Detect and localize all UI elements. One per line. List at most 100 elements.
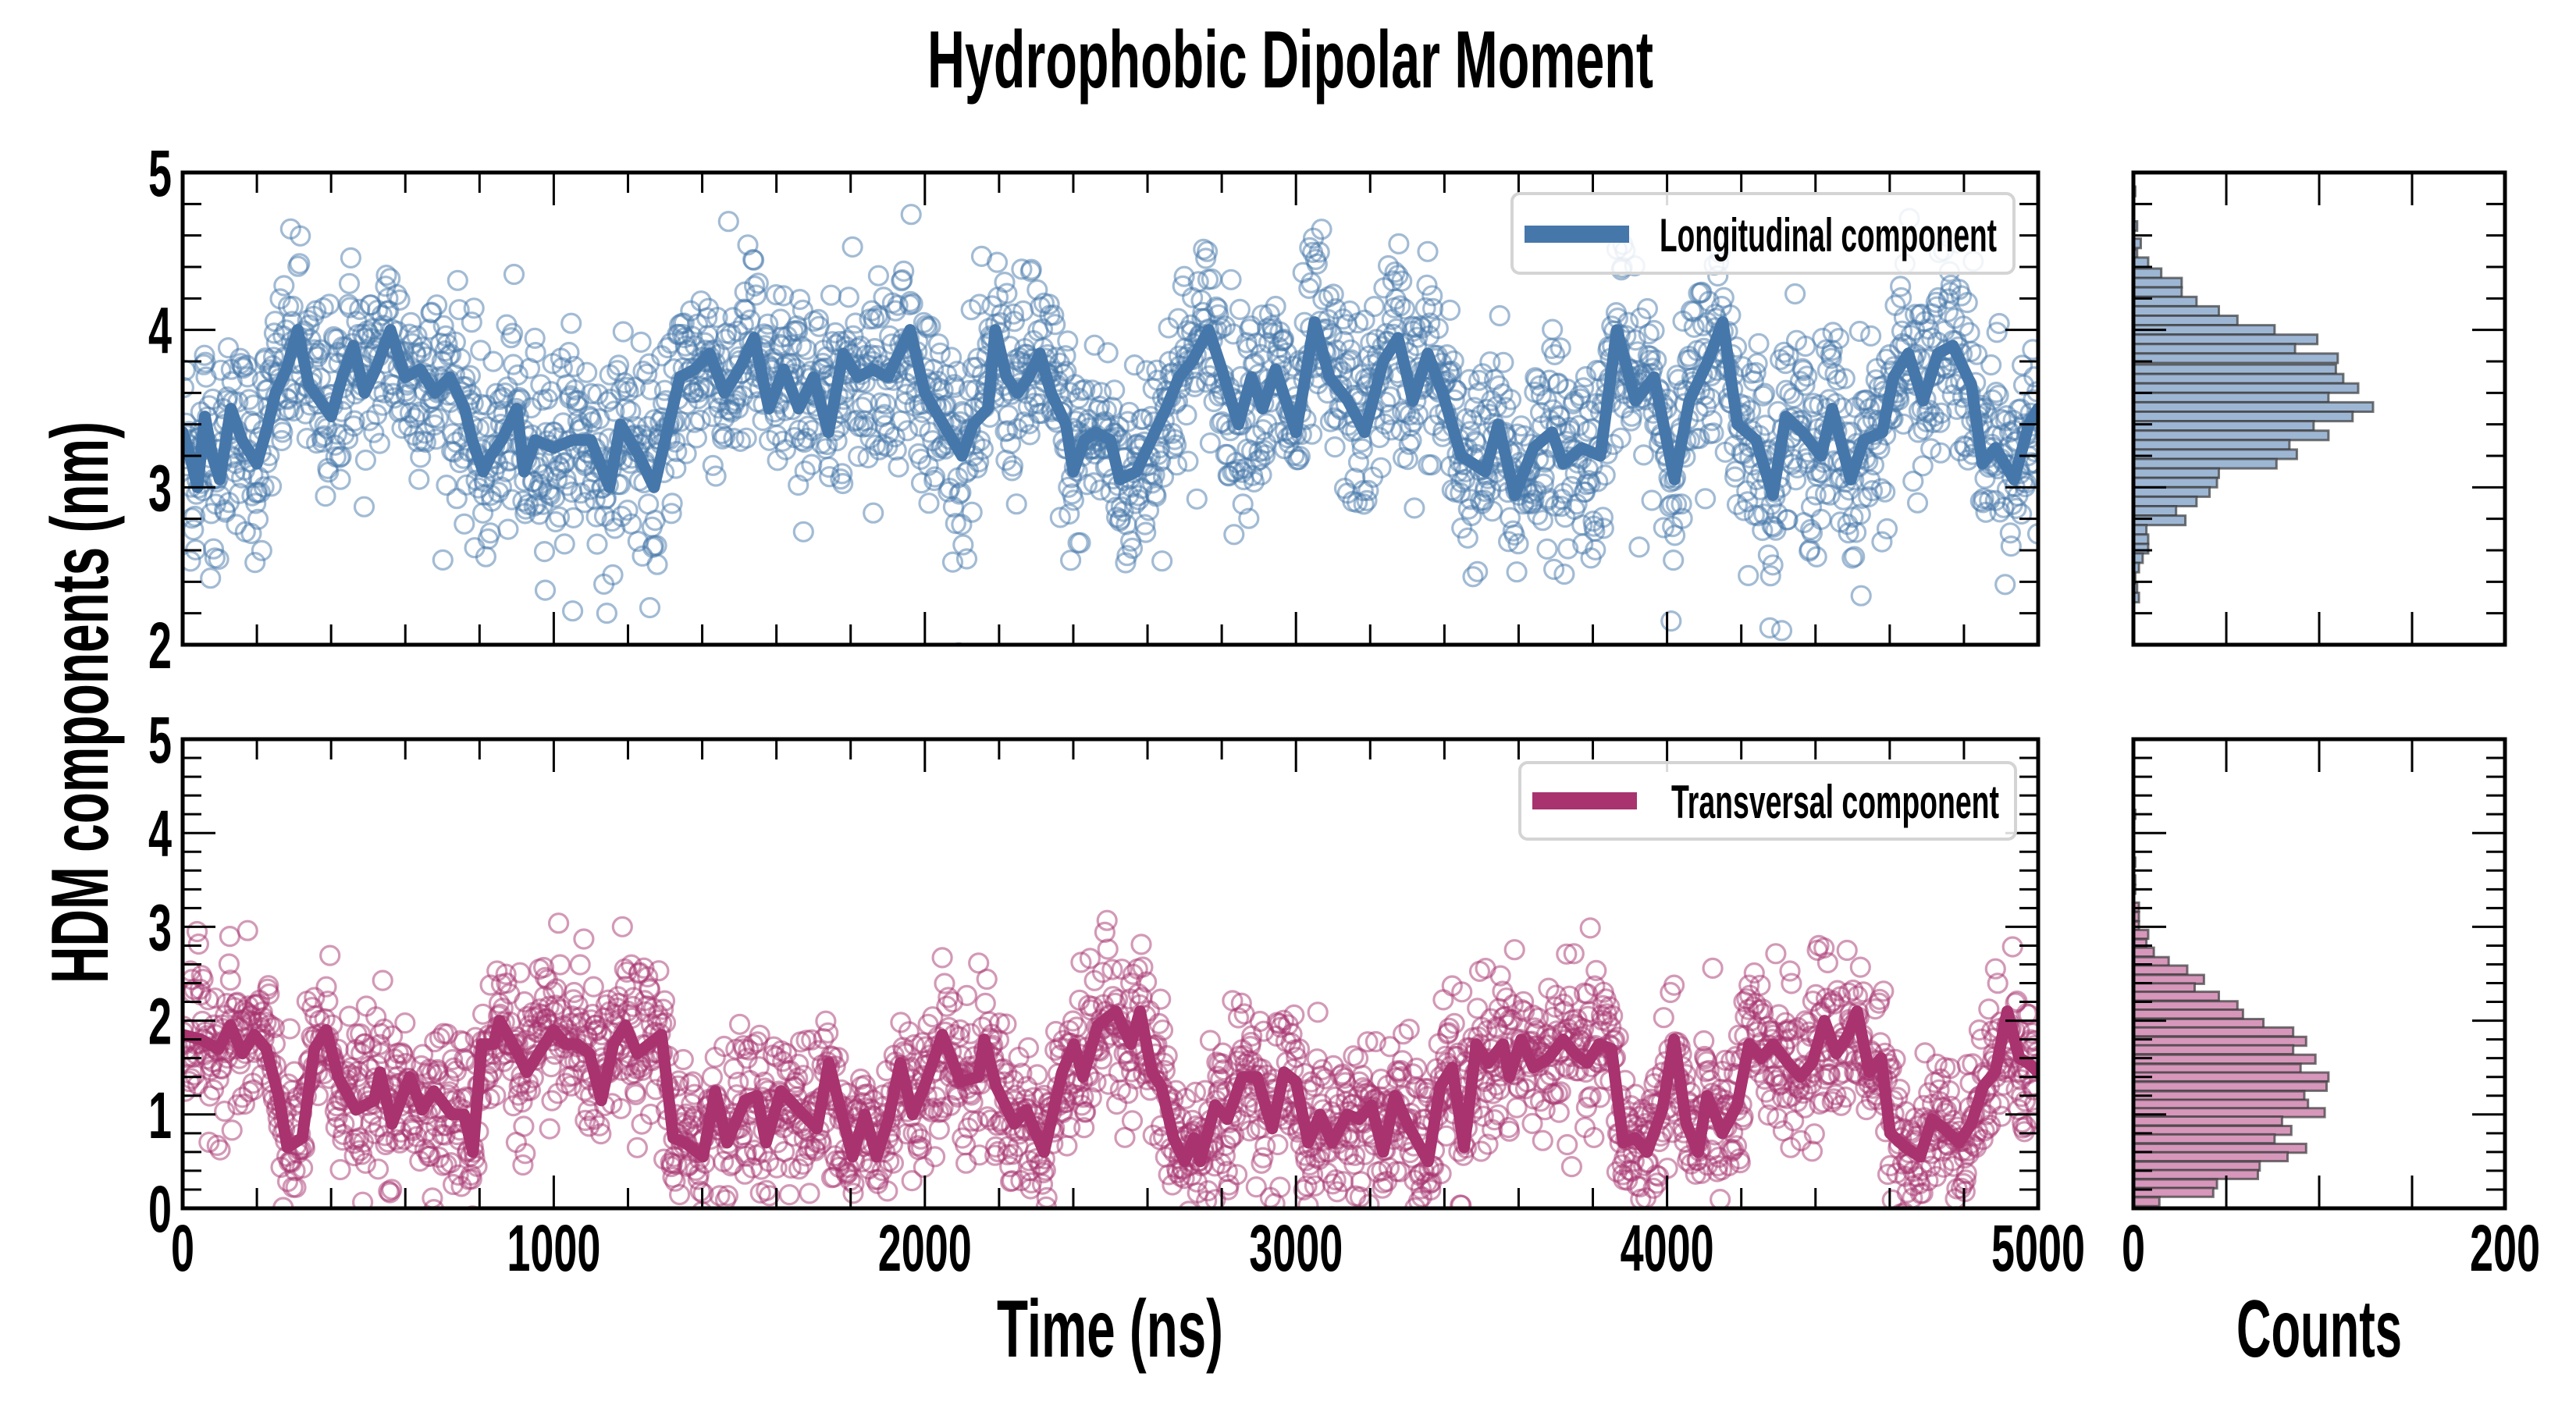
scatter-point [1946, 398, 1968, 421]
scatter-point [1026, 279, 1048, 301]
scatter-point [183, 550, 201, 572]
scatter-point [1572, 377, 1595, 399]
scatter-point [952, 534, 974, 556]
scatter-point [253, 476, 275, 498]
scatter-point [1016, 1076, 1038, 1097]
scatter-point [1326, 409, 1348, 431]
scatter-point [660, 503, 682, 525]
scatter-point [1165, 434, 1187, 456]
scatter-point [1784, 283, 1806, 305]
scatter-point [1132, 956, 1154, 978]
scatter-point [1457, 527, 1478, 549]
scatter-point [624, 1083, 647, 1106]
scatter-point [1563, 943, 1585, 965]
scatter-point [1633, 444, 1655, 466]
scatter-point [705, 465, 727, 487]
scatter-point [1379, 1036, 1401, 1058]
scatter-point [1391, 270, 1413, 292]
scatter-point [1389, 295, 1411, 317]
scatter-point [1079, 948, 1101, 969]
scatter-point [1245, 1176, 1267, 1198]
scatter-point [955, 984, 978, 1007]
scatter-point [950, 482, 972, 503]
scatter-point [1800, 1073, 1823, 1095]
scatter-point [988, 1012, 1011, 1034]
scatter-point [238, 389, 260, 411]
scatter-point [258, 975, 279, 997]
scatter-point [1029, 393, 1051, 415]
scatter-point [664, 1170, 686, 1192]
scatter-point [818, 466, 841, 488]
scatter-point [1364, 1030, 1387, 1053]
scatter-point [1420, 1179, 1442, 1201]
scatter-point [519, 1080, 542, 1101]
scatter-point [1510, 415, 1532, 437]
scatter-point [1825, 1083, 1847, 1106]
scatter-point [885, 439, 907, 461]
scatter-point [717, 211, 739, 233]
scatter-point [1002, 303, 1025, 325]
scatter-point [249, 482, 271, 503]
scatter-point [1370, 1068, 1392, 1090]
scatter-point [263, 1016, 285, 1039]
scatter-point [541, 1090, 563, 1112]
scatter-point [735, 299, 756, 321]
scatter-point [1877, 1163, 1899, 1186]
scatter-point [1135, 521, 1157, 543]
scatter-point [864, 434, 887, 457]
scatter-point [1550, 1081, 1571, 1103]
scatter-point [1542, 318, 1564, 340]
scatter-point [1849, 503, 1871, 525]
scatter-point [398, 323, 421, 345]
scatter-point [745, 284, 767, 306]
scatter-point [237, 366, 258, 388]
scatter-point [637, 966, 659, 988]
scatter-point [1165, 454, 1188, 476]
scatter-point [1344, 1144, 1366, 1166]
scatter-point [946, 361, 968, 382]
scatter-point [968, 451, 990, 473]
scatter-point [1745, 361, 1767, 383]
scatter-point [1754, 382, 1776, 404]
scatter-point [574, 492, 596, 514]
scatter-point [980, 1109, 1002, 1131]
scatter-point [560, 312, 582, 334]
scatter-point [778, 1183, 800, 1206]
scatter-point [1969, 490, 1991, 512]
scatter-point [1822, 322, 1844, 343]
scatter-point [315, 485, 336, 507]
scatter-point [1196, 240, 1219, 262]
scatter-point [381, 1179, 403, 1200]
scatter-point [891, 269, 913, 291]
scatter-point [794, 460, 816, 482]
scatter-point [1912, 1182, 1934, 1204]
scatter-point [1308, 241, 1330, 263]
scatter-point [1521, 1112, 1543, 1135]
scatter-point [1560, 1155, 1583, 1178]
scatter-point [1642, 1177, 1664, 1199]
scatter-point [1765, 943, 1787, 965]
scatter-point [815, 1010, 837, 1032]
scatter-point [2023, 366, 2038, 388]
scatter-point [1921, 327, 1943, 349]
scatter-point [1199, 432, 1222, 454]
scatter-point [183, 1070, 200, 1093]
scatter-point [1842, 979, 1864, 1001]
scatter-point [1311, 219, 1332, 240]
scatter-point [997, 420, 1019, 442]
scatter-point [1585, 539, 1606, 561]
scatter-point [259, 1014, 281, 1036]
scatter-point [1819, 484, 1841, 506]
scatter-point [251, 539, 272, 562]
scatter-point [1702, 957, 1724, 980]
scatter-point [1057, 330, 1079, 352]
scatter-point [1245, 333, 1267, 354]
scatter-point [909, 1128, 932, 1150]
scatter-point [1956, 292, 1978, 314]
scatter-point [1834, 368, 1856, 389]
scatter-point [948, 483, 970, 505]
scatter-point [1220, 269, 1242, 290]
scatter-point [1288, 1038, 1311, 1060]
scatter-point [1557, 538, 1579, 560]
scatter-point [1594, 464, 1616, 486]
